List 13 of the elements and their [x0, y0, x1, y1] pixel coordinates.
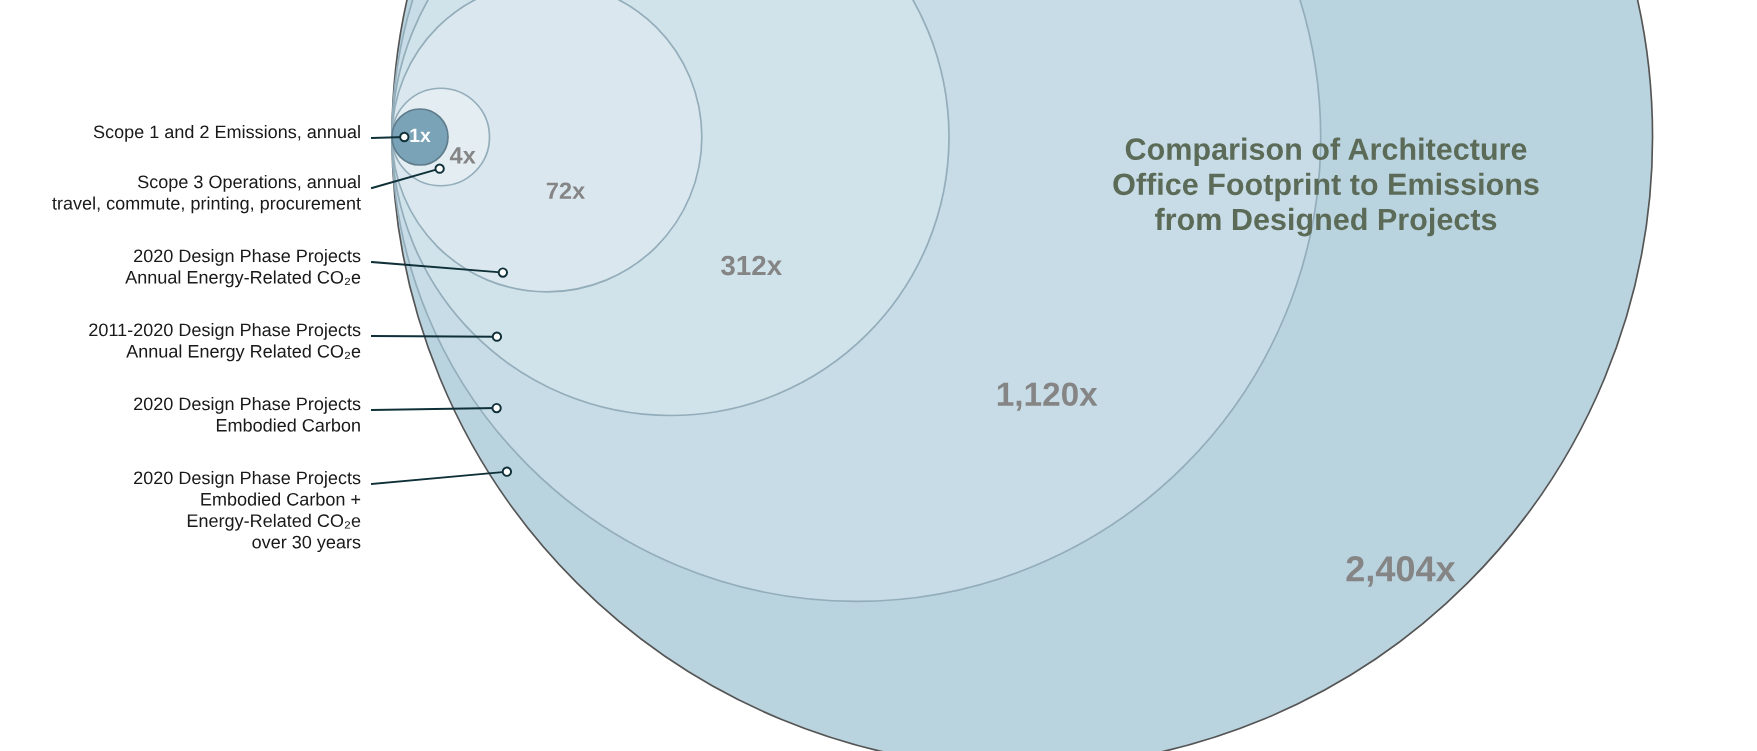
data-label: 2,404x	[1346, 556, 1456, 587]
text: Comparison of Architecture Office Footprint to Emissions from Designed Projects	[1113, 137, 1539, 237]
category-label: 2020 Design Phase Projects Embodied Carbon + Energy-Related CO₂e over 30 years	[134, 471, 361, 553]
data-label: 1,120x	[997, 382, 1098, 411]
category-label: Scope 3 Operations, annual travel, commute, printing, procurement	[52, 175, 361, 214]
data-label: 312x	[721, 255, 782, 276]
data-label: 1x	[410, 128, 431, 143]
category-label: 2011-2020 Design Phase Projects Annual Energy Related CO₂e	[89, 323, 361, 362]
category-label: Scope 1 and 2 Emissions, annual	[93, 125, 360, 142]
category-label: 2020 Design Phase Projects Annual Energy-Related CO₂e	[125, 249, 361, 288]
category-label: 2020 Design Phase Projects Embodied Carbon	[134, 397, 361, 432]
data-label: 4x	[449, 147, 476, 164]
data-label: 72x	[546, 182, 586, 199]
